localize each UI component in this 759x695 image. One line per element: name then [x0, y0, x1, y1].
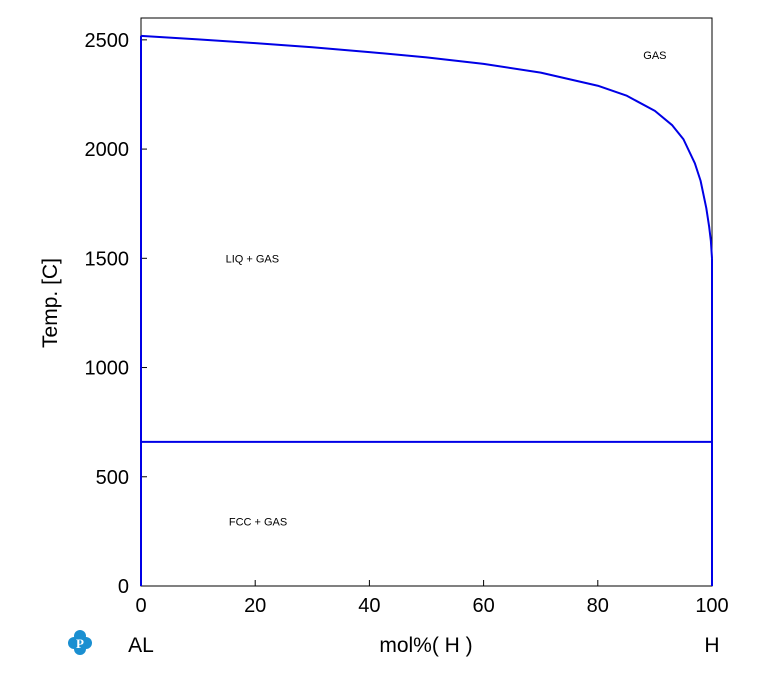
y-tick-label-3: 1500 — [85, 248, 130, 270]
region-labels: GAS LIQ + GAS FCC + GAS — [226, 50, 667, 528]
y-tick-label-5: 2500 — [85, 30, 130, 52]
left-endpoint-label: AL — [128, 634, 154, 657]
logo-letter: P — [76, 636, 84, 651]
y-tick-label-1: 500 — [96, 467, 129, 489]
x-tick-label-2: 40 — [358, 595, 380, 617]
phase-boundary-0 — [140, 34, 713, 259]
right-endpoint-label: H — [704, 634, 719, 657]
x-tick-label-3: 60 — [472, 595, 494, 617]
plot-frame — [140, 17, 713, 587]
y-tick-label-0: 0 — [118, 576, 129, 598]
y-axis-title: Temp. [C] — [39, 258, 62, 348]
x-tick-label-0: 0 — [135, 595, 146, 617]
axis-ticks — [140, 39, 713, 587]
region-label-2: FCC + GAS — [229, 517, 287, 529]
x-tick-label-1: 20 — [244, 595, 266, 617]
y-tick-label-4: 2000 — [85, 139, 130, 161]
region-label-1: LIQ + GAS — [226, 253, 280, 265]
pandat-logo: P — [68, 630, 92, 655]
region-label-0: GAS — [643, 50, 666, 62]
y-tick-label-2: 1000 — [85, 358, 130, 380]
series-layer — [140, 34, 713, 586]
x-axis-title: mol%( H ) — [379, 634, 472, 657]
x-tick-label-4: 80 — [587, 595, 609, 617]
x-tick-label-5: 100 — [695, 595, 728, 617]
